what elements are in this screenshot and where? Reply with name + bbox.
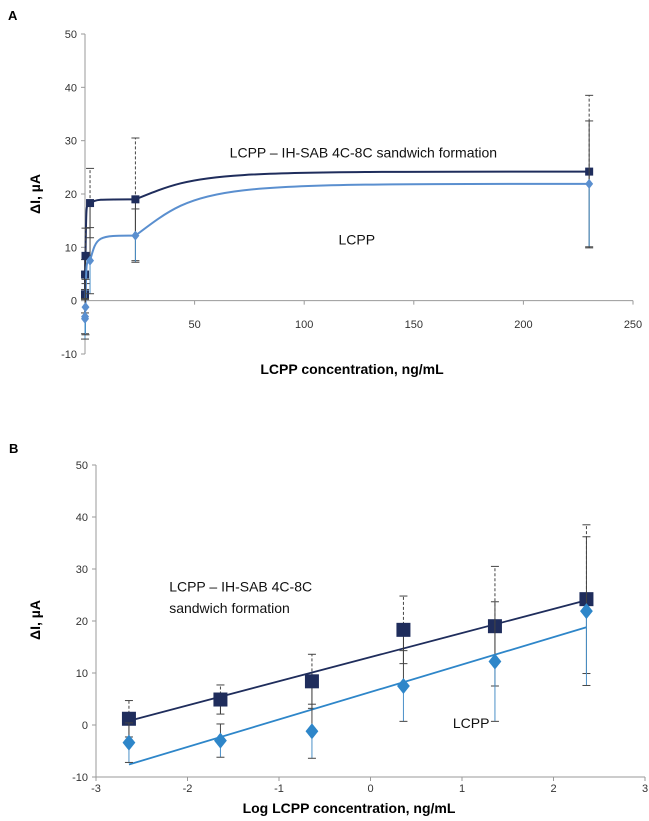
data-point-sandwich — [304, 674, 319, 689]
data-point-sandwich — [81, 251, 90, 260]
chart-panel-a: A -10 0 10 20 30 40 50 50 100 150 200 250 LCPP concen… — [8, 8, 642, 377]
x-tick-label: 2 — [550, 783, 556, 795]
y-tick-label: 10 — [65, 242, 77, 254]
data-point-lcpp — [86, 255, 95, 266]
x-tick-label: -2 — [183, 783, 193, 795]
trend-line-lcpp — [128, 626, 587, 766]
x-tick-label: 1 — [459, 783, 465, 795]
y-tick-label: 0 — [82, 720, 88, 732]
y-tick-label: 30 — [65, 136, 77, 148]
y-tick-label: 30 — [76, 564, 88, 576]
y-tick-label: 20 — [76, 616, 88, 628]
annotation-b-0: LCPP – IH-SAB 4C-8C — [169, 578, 312, 594]
data-point-lcpp — [214, 732, 227, 749]
series-line-lcpp — [84, 182, 590, 319]
data-point-sandwich — [81, 270, 90, 279]
data-point-sandwich — [396, 622, 411, 637]
trend-line-sandwich — [128, 599, 587, 722]
data-point-sandwich — [131, 195, 140, 204]
x-tick-label: 100 — [295, 319, 313, 331]
x-tick-label: 150 — [405, 319, 423, 331]
y-tick-label: 20 — [65, 189, 77, 201]
data-point-lcpp — [131, 230, 140, 241]
data-point-sandwich — [86, 199, 95, 208]
annotation-a-0: LCPP – IH-SAB 4C-8C sandwich formation — [230, 145, 497, 161]
annotation-a-1: LCPP — [339, 232, 376, 248]
data-point-lcpp — [81, 311, 90, 322]
series-line-sandwich — [84, 170, 590, 295]
data-point-lcpp — [305, 723, 319, 740]
x-tick-label: 250 — [624, 319, 642, 331]
x-axis-title-a: LCPP concentration, ng/mL — [260, 361, 444, 377]
annotation-b-2: LCPP — [453, 715, 490, 731]
x-tick-label: -1 — [274, 783, 284, 795]
data-point-lcpp — [81, 302, 90, 313]
panel-label-b: B — [9, 441, 18, 456]
y-tick-label: -10 — [61, 349, 77, 361]
data-point-lcpp — [585, 178, 594, 189]
panel-label-a: A — [8, 8, 18, 23]
x-tick-label: -3 — [91, 783, 101, 795]
y-tick-label: 40 — [65, 82, 77, 94]
data-point-sandwich — [121, 711, 136, 726]
y-axis-title-b: ΔI, µA — [27, 600, 43, 640]
y-tick-label: 50 — [76, 460, 88, 472]
x-tick-label: 0 — [367, 783, 373, 795]
data-point-lcpp — [580, 603, 593, 620]
y-tick-label: 10 — [76, 668, 88, 680]
data-point-lcpp — [122, 734, 136, 751]
data-point-lcpp — [397, 678, 410, 694]
x-axis-title-b: Log LCPP concentration, ng/mL — [243, 800, 456, 816]
y-tick-label: 0 — [71, 296, 77, 308]
y-tick-label: 50 — [65, 29, 77, 41]
data-point-lcpp — [488, 653, 502, 670]
y-axis-title-a: ΔI, µA — [27, 174, 43, 214]
data-point-sandwich — [213, 692, 228, 707]
y-tick-label: -10 — [72, 772, 88, 784]
x-tick-label: 3 — [642, 783, 648, 795]
y-tick-label: 40 — [76, 512, 88, 524]
x-tick-label: 50 — [188, 319, 200, 331]
annotation-b-1: sandwich formation — [169, 600, 290, 616]
x-tick-label: 200 — [514, 319, 532, 331]
